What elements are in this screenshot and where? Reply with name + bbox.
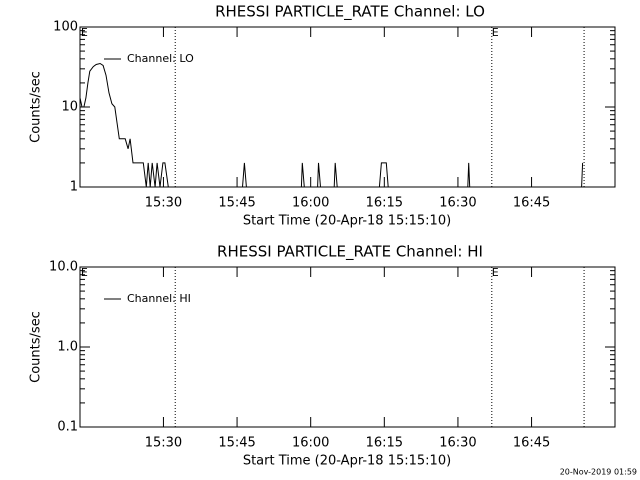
annotation: E [81,266,88,279]
x-tick-label: 15:45 [218,436,255,451]
chart-title: RHESSI PARTICLE_RATE Channel: LO [215,3,485,22]
x-axis-label: Start Time (20-Apr-18 15:15:10) [243,214,451,229]
y-tick-label: 0.1 [57,420,78,435]
y-tick-label: 1.0 [57,340,78,355]
y-tick-label: 10.0 [49,260,78,275]
annotation: E [492,266,499,279]
plot-frame [79,266,616,428]
x-tick-label: 16:15 [366,436,403,451]
x-tick-label: 16:30 [439,436,476,451]
y-tick-label: 1 [70,180,78,195]
footer-timestamp: 20-Nov-2019 01:59 [560,468,637,477]
x-tick-label: 15:45 [218,196,255,211]
x-tick-label: 16:30 [439,196,476,211]
x-tick-label: 16:00 [292,196,329,211]
y-axis-label: Counts/sec [29,71,44,143]
chart-title: RHESSI PARTICLE_RATE Channel: HI [217,243,483,262]
x-tick-label: 16:00 [292,436,329,451]
y-tick-label: 100 [53,20,78,35]
y-axis-label: Counts/sec [29,311,44,383]
plot-frame [79,26,616,188]
annotation: E [492,26,499,39]
x-tick-label: 15:30 [145,436,182,451]
y-tick-label: 10 [61,100,78,115]
x-tick-label: 15:30 [145,196,182,211]
x-tick-label: 16:15 [366,196,403,211]
x-tick-label: 16:45 [513,196,550,211]
legend-label: Channel: HI [127,292,191,305]
x-tick-label: 16:45 [513,436,550,451]
legend-label: Channel: LO [127,52,194,65]
data-line [79,62,584,188]
annotation: E [81,26,88,39]
x-axis-label: Start Time (20-Apr-18 15:15:10) [243,454,451,469]
